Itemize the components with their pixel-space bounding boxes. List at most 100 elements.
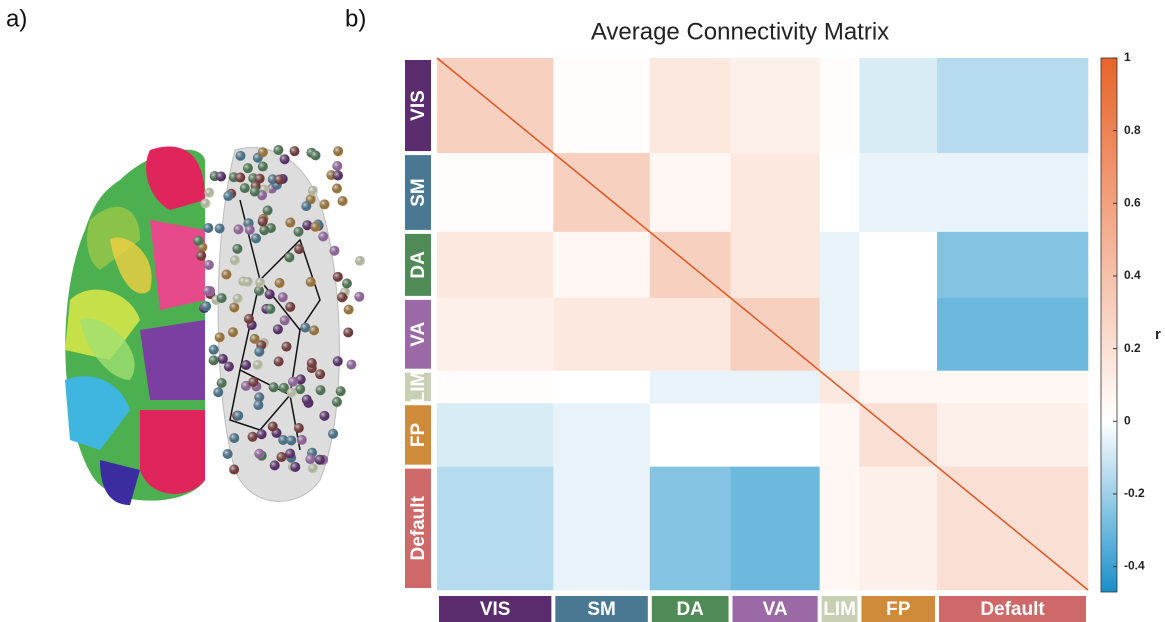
- heatmap-cell: [437, 403, 554, 467]
- node-shine: [235, 172, 246, 183]
- node-shine: [306, 358, 317, 369]
- node-shine: [295, 384, 306, 395]
- node-shine: [233, 224, 244, 235]
- category-bar: [405, 233, 431, 296]
- category-bar: [821, 596, 858, 622]
- node-shine: [268, 382, 279, 393]
- node-shine: [269, 460, 280, 471]
- node-shine: [262, 205, 273, 216]
- node-shine: [332, 183, 343, 194]
- heatmap-cell: [553, 297, 651, 371]
- node-shine: [305, 276, 316, 287]
- node-shine: [332, 161, 343, 172]
- node-shine: [253, 400, 264, 411]
- heatmap-cell: [553, 370, 651, 404]
- node-shine: [337, 195, 348, 206]
- node-shine: [264, 289, 275, 300]
- node-shine: [204, 187, 215, 198]
- chart-title: Average Connectivity Matrix: [591, 18, 889, 45]
- panel-label: b): [345, 5, 366, 32]
- node-shine: [308, 463, 319, 474]
- heatmap-cell: [937, 153, 1089, 233]
- heatmap-cell: [859, 370, 938, 404]
- node-shine: [243, 277, 254, 288]
- colorbar-tick-label: 0.4: [1124, 268, 1141, 282]
- node-shine: [277, 292, 288, 303]
- node-shine: [333, 146, 344, 157]
- node-shine: [232, 243, 243, 254]
- node-shine: [247, 431, 258, 442]
- node-shine: [214, 223, 225, 234]
- node-shine: [208, 355, 219, 366]
- node-shine: [310, 221, 321, 232]
- colorbar-tick-label: 0.6: [1124, 195, 1141, 209]
- node-shine: [223, 361, 234, 372]
- heatmap-cell: [649, 370, 731, 404]
- heatmap-cell: [437, 231, 554, 299]
- node-shine: [307, 185, 318, 196]
- node-shine: [244, 224, 255, 235]
- node-shine: [196, 250, 207, 261]
- category-bar: [939, 596, 1086, 622]
- node-shine: [221, 269, 232, 280]
- node-shine: [319, 199, 330, 210]
- node-shine: [241, 380, 252, 391]
- node-shine: [239, 183, 250, 194]
- heatmap-cell: [437, 297, 554, 371]
- node-shine: [314, 454, 325, 465]
- node-shine: [341, 278, 352, 289]
- heatmap-cell: [649, 297, 731, 371]
- node-shine: [257, 147, 268, 158]
- category-bar: [405, 405, 431, 465]
- node-shine: [273, 145, 284, 156]
- node-shine: [301, 201, 312, 212]
- heatmap-cell: [859, 466, 938, 591]
- node-shine: [301, 394, 312, 405]
- node-shine: [257, 216, 268, 227]
- heatmap-cell: [937, 58, 1089, 154]
- node-shine: [229, 433, 240, 444]
- node-shine: [285, 448, 296, 459]
- node-shine: [203, 222, 214, 233]
- heatmap-cell: [437, 466, 554, 591]
- node-shine: [274, 278, 285, 289]
- node-shine: [213, 387, 224, 398]
- heatmap-cell: [437, 153, 554, 233]
- category-bar: [405, 372, 431, 402]
- node-shine: [200, 198, 211, 209]
- node-shine: [346, 359, 357, 370]
- node-shine: [296, 434, 307, 445]
- node-shine: [217, 353, 228, 364]
- heatmap-cell: [937, 231, 1089, 299]
- category-bar: [405, 60, 431, 152]
- node-shine: [216, 377, 227, 388]
- node-shine: [293, 226, 304, 237]
- node-shine: [249, 333, 260, 344]
- category-bar: [861, 596, 936, 622]
- node-shine: [248, 376, 259, 387]
- node-shine: [254, 173, 265, 184]
- heatmap-cell: [730, 58, 820, 154]
- colorbar-tick-label: 1: [1124, 50, 1131, 64]
- heatmap-cell: [553, 231, 651, 299]
- node-shine: [256, 429, 267, 440]
- heatmap-cell: [553, 466, 651, 591]
- colorbar-tick-label: -0.4: [1124, 559, 1145, 573]
- heatmap-cell: [937, 297, 1089, 371]
- node-shine: [328, 428, 339, 439]
- node-shine: [274, 174, 285, 185]
- heatmap-cell: [819, 58, 860, 154]
- node-shine: [216, 293, 227, 304]
- node-shine: [332, 170, 343, 181]
- node-shine: [241, 359, 252, 370]
- row-label: LIM: [408, 371, 429, 404]
- node-shine: [255, 277, 266, 288]
- diagonal: [436, 57, 1089, 591]
- node-shine: [257, 161, 268, 172]
- row-label: SM: [408, 178, 429, 207]
- node-shine: [354, 291, 365, 302]
- row-label: VA: [408, 322, 429, 347]
- heatmap-cell: [819, 153, 860, 233]
- node-shine: [233, 410, 244, 421]
